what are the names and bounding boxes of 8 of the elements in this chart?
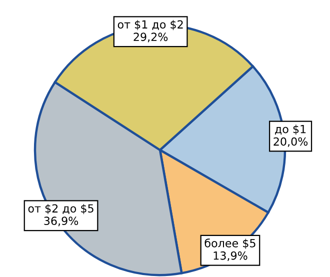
slice-label: до $1 [275, 124, 306, 135]
data-label: 20,0% [274, 137, 308, 147]
slice-label: от $1 до $2 [118, 20, 183, 30]
data-label: 36,9% [44, 216, 78, 226]
data-label: 13,9% [214, 251, 248, 261]
slice-label: от $2 до $5 [28, 204, 94, 214]
slice-label: более $5 [204, 238, 256, 249]
data-label: 29,2% [134, 32, 168, 42]
